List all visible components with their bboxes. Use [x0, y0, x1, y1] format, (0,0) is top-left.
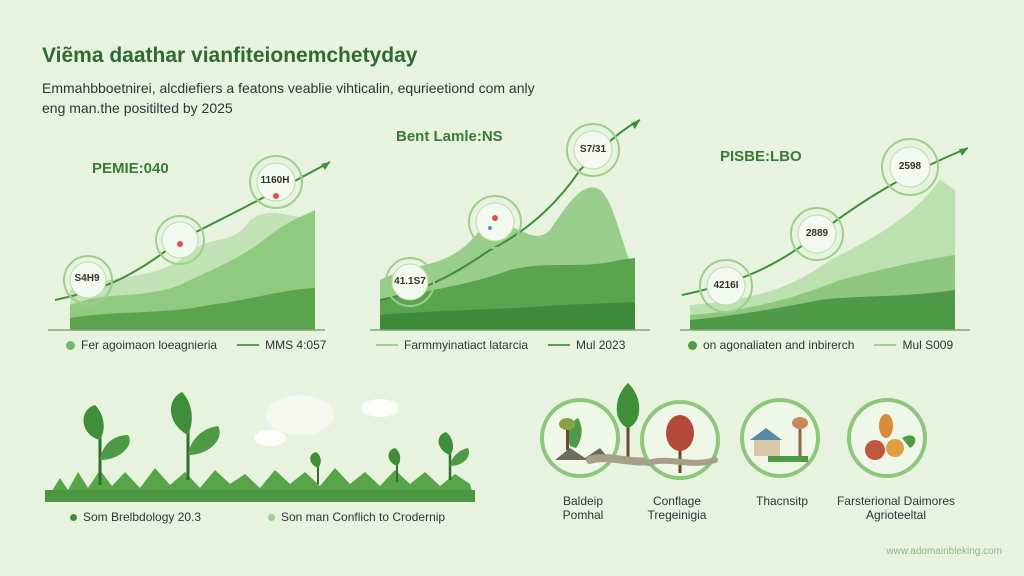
panel-3-legend-area-label: on agonaliaten and inbirerch: [703, 338, 855, 352]
panel-1-callout-1: S4H9: [74, 273, 100, 284]
legend-dot-icon: [66, 340, 75, 350]
panel-1-trend-arrow: [321, 162, 330, 170]
bottom-caption-2: Son man Conflich to Crodernip: [268, 510, 445, 524]
legend-line-icon: [548, 344, 571, 346]
panel-1-legend-line-label: MMS 4:057: [265, 338, 327, 352]
vignette-caption-1-line2: Pomhal: [562, 508, 604, 522]
panel-1-marker: [273, 193, 279, 199]
vignette-caption-2-line2: Tregeinigia: [647, 508, 707, 522]
vignette-caption-3: Thacnsitp: [742, 494, 822, 508]
panel-2-marker: [492, 215, 498, 221]
panel-1-callout-ring-3: [249, 155, 303, 209]
panel-1-callout-3: 1160H: [260, 175, 290, 186]
bottom-caption-1: Som Brelbdology 20.3: [70, 510, 201, 524]
legend-dot-icon: [70, 513, 77, 521]
panel-2-legend: Farmmyinatiact latarcia Mul 2023: [376, 338, 625, 352]
sprout-icon: [310, 452, 321, 484]
vignette-caption-2: Conflage Tregeinigia: [632, 494, 722, 522]
panel-3-callout-3: 2598: [898, 161, 922, 172]
panel-1-title: PEMIE:040: [92, 160, 169, 177]
vignette-caption-4: Farsterional Daimores Agrioteeltal: [826, 494, 966, 522]
panel-3-callout-ring-1: [699, 259, 753, 313]
subtitle-line-1: Emmahbboetnirei, alcdiefiers a featons v…: [42, 80, 535, 96]
legend-line-icon: [874, 344, 897, 346]
cloud-icon: [266, 395, 334, 435]
panel-2-title: Bent Lamle:NS: [396, 128, 503, 145]
vignette-caption-2-line1: Conflage: [652, 494, 702, 508]
panel-1-front-hills: [70, 288, 315, 330]
panel-2-callout-ring-3: [566, 123, 620, 177]
panel-3-callout-2: 2889: [805, 228, 829, 239]
panel-1-area-chart: [48, 155, 331, 331]
vignette-caption-3-line1: Thacnsitp: [755, 494, 809, 508]
farming-icons-illustration: [540, 383, 927, 480]
crop-field-icon: [540, 398, 620, 478]
panel-3-legend: on agonaliaten and inbirerch Mul S009: [688, 338, 953, 352]
panel-2-callout-ring-1: [385, 257, 435, 307]
panel-2-legend-area-label: Farmmyinatiact latarcia: [404, 338, 529, 352]
vignette-caption-1: Baldeip Pomhal: [548, 494, 618, 522]
vignette-caption-4-line2: Agrioteeltal: [865, 508, 927, 522]
footer-url: www.adomainbleking.com: [886, 546, 1002, 557]
vignette-caption-1-line1: Baldeip: [562, 494, 604, 508]
cloud-icon: [362, 399, 398, 417]
panel-3-legend-line-label: Mul S009: [902, 338, 954, 352]
panel-1-legend-area-label: Fer agoimaon loeagnieria: [81, 338, 218, 352]
panel-3-title: PISBE:LBO: [720, 148, 802, 165]
sprout-icon: [170, 392, 220, 480]
orchard-icon: [640, 400, 720, 480]
panel-3-front-hills: [690, 290, 955, 330]
panel-2-callout-1: 41.1S7: [394, 276, 426, 287]
panel-2-callout-ring-2: [468, 195, 522, 249]
harvest-produce-icon: [847, 398, 927, 478]
panel-3-callout-ring-3: [881, 138, 939, 196]
farmhouse-icon: [740, 398, 820, 478]
panel-1-callout-ring-2: [155, 215, 205, 265]
grass-landscape-illustration: [45, 392, 475, 502]
sprout-icon: [438, 432, 470, 480]
sprout-icon: [83, 405, 130, 485]
legend-dot-icon: [268, 513, 275, 521]
panel-2-trend-arrow: [631, 120, 640, 129]
panel-3-callout-ring-2: [790, 207, 844, 261]
panel-2-marker: [488, 226, 492, 230]
panel-2-area-chart: [370, 119, 650, 331]
panel-3-trend-arrow: [959, 148, 968, 156]
panel-2-legend-line-label: Mul 2023: [576, 338, 626, 352]
panel-3-callout-1: 4216I: [713, 280, 739, 291]
subtitle-line-2: eng man.the positilted by 2025: [42, 100, 233, 116]
panel-1-legend: Fer agoimaon loeagnieria MMS 4:057: [66, 338, 326, 352]
panel-1-callout-ring-1: [63, 255, 113, 305]
page-title: Viẽma daathar vianfiteionemchetyday: [42, 44, 418, 67]
vignette-caption-4-line1: Farsterional Daimores: [836, 494, 956, 508]
legend-line-icon: [376, 344, 398, 346]
panel-1-marker: [177, 241, 183, 247]
panel-2-front-hills: [380, 302, 635, 330]
sprout-icon: [388, 448, 401, 482]
cloud-icon: [254, 430, 286, 446]
legend-line-icon: [237, 344, 260, 346]
bottom-caption-1-label: Som Brelbdology 20.3: [83, 510, 202, 524]
panel-2-callout-3: S7/31: [579, 144, 607, 155]
bottom-caption-2-label: Son man Conflich to Crodernip: [281, 510, 446, 524]
panel-3-area-chart: [680, 138, 970, 331]
legend-dot-icon: [688, 340, 697, 350]
